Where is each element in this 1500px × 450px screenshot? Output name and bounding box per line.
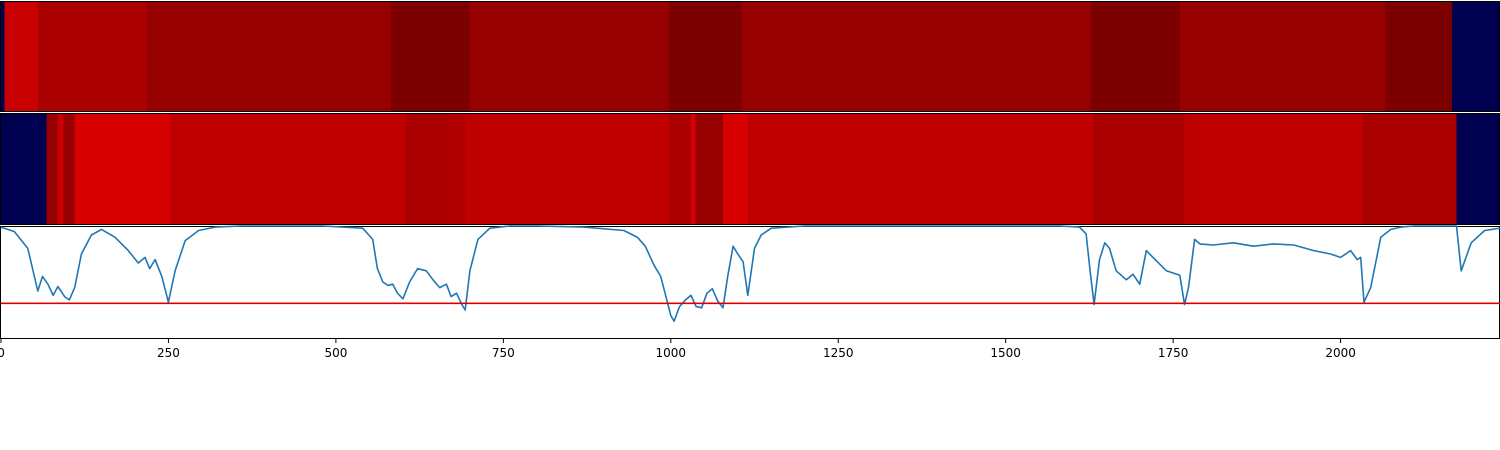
x-tick-label-500: 500 bbox=[324, 346, 347, 360]
x-tick-label-750: 750 bbox=[492, 346, 515, 360]
heatmap-cell-1-11 bbox=[1385, 1, 1453, 112]
heatmap-cell-2-16 bbox=[1184, 113, 1364, 225]
heatmap-cell-1-3 bbox=[37, 1, 147, 112]
heatmap-cell-1-5 bbox=[390, 1, 471, 112]
heatmap-cell-1-1 bbox=[1, 1, 5, 112]
heatmap-cell-1-7 bbox=[668, 1, 743, 112]
heatmap-frame-1 bbox=[0, 1, 1500, 112]
heatmap-cell-2-3 bbox=[57, 113, 64, 225]
heatmap-cell-2-10 bbox=[668, 113, 692, 225]
x-tick-label-1500: 1500 bbox=[990, 346, 1021, 360]
heatmap-cell-2-17 bbox=[1362, 113, 1457, 225]
x-axis: 0 250 500 750 1000 1250 1500 1750 2000 bbox=[0, 338, 1356, 360]
heatmap-cell-1-10 bbox=[1179, 1, 1386, 112]
heatmap-cell-2-15 bbox=[1092, 113, 1186, 225]
heatmap-cell-2-18 bbox=[1456, 113, 1500, 225]
x-tick-label-1000: 1000 bbox=[656, 346, 687, 360]
heatmap-cell-2-2 bbox=[46, 113, 58, 225]
heatmap-cell-1-6 bbox=[469, 1, 670, 112]
x-tick-label-1750: 1750 bbox=[1158, 346, 1189, 360]
x-tick-label-0: 0 bbox=[0, 346, 5, 360]
heatmap-cell-2-6 bbox=[169, 113, 407, 225]
series-line bbox=[0, 225, 1500, 322]
heatmap-cell-1-2 bbox=[4, 1, 39, 112]
x-tick-label-250: 250 bbox=[157, 346, 180, 360]
heatmap-cell-1-9 bbox=[1090, 1, 1181, 112]
heatmap-cell-2-9 bbox=[465, 113, 670, 225]
x-tick-label-2000: 2000 bbox=[1325, 346, 1356, 360]
heatmap-row-2 bbox=[0, 113, 1500, 225]
heatmap-cell-2-1 bbox=[1, 113, 48, 225]
heatmap-cell-2-14 bbox=[747, 113, 1094, 225]
heatmap-cell-2-11 bbox=[690, 113, 697, 225]
heatmap-cell-2-7 bbox=[406, 113, 447, 225]
heatmap-cell-1-12 bbox=[1451, 1, 1500, 112]
line-panel bbox=[0, 225, 1500, 339]
heatmap-cell-2-13 bbox=[723, 113, 749, 225]
x-tick-label-1250: 1250 bbox=[823, 346, 854, 360]
heatmap-row-1 bbox=[0, 1, 1500, 112]
heatmap-cell-1-8 bbox=[741, 1, 1092, 112]
heatmap-cell-2-4 bbox=[63, 113, 76, 225]
heatmap-cell-2-12 bbox=[695, 113, 724, 225]
heatmap-cell-2-5 bbox=[74, 113, 171, 225]
heatmap-cell-2-8 bbox=[446, 113, 466, 225]
heatmap-cell-1-4 bbox=[146, 1, 392, 112]
heatmap-frame-2 bbox=[0, 113, 1500, 225]
